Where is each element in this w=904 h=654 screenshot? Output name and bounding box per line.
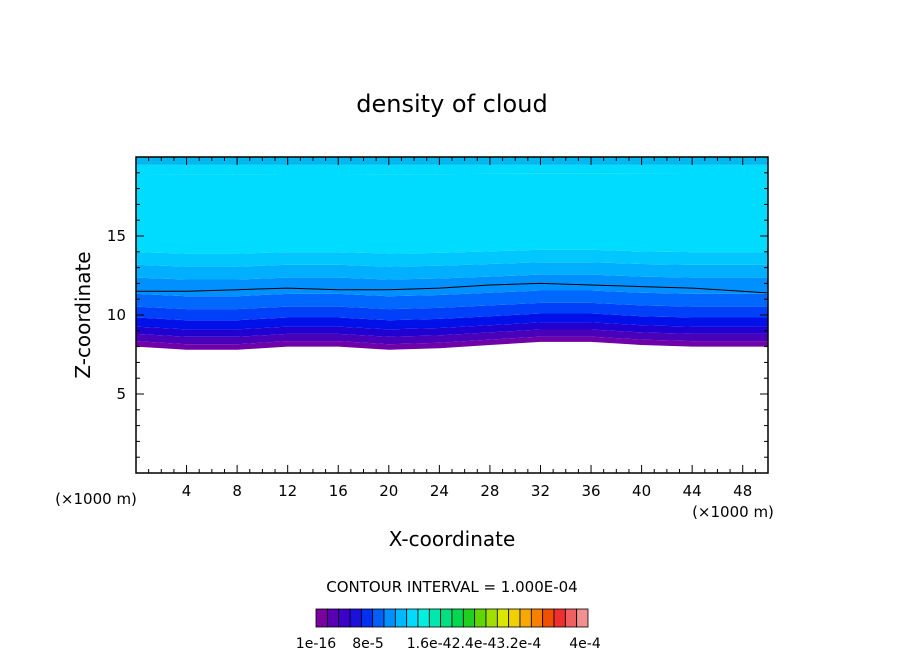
x-tick-label: 12	[278, 482, 297, 500]
colorbar-swatch	[349, 608, 362, 628]
y-tick-label: 15	[107, 227, 126, 245]
colorbar-swatch	[315, 608, 328, 628]
x-tick-label: 32	[531, 482, 550, 500]
colorbar-swatch	[542, 608, 555, 628]
colorbar-swatch	[383, 608, 396, 628]
contour-fill-bands	[136, 157, 768, 350]
colorbar-label: 1e-16	[296, 636, 336, 652]
colorbar-swatch	[440, 608, 453, 628]
contour-band	[136, 313, 768, 330]
colorbar-swatch	[474, 608, 487, 628]
colorbar-swatch	[485, 608, 498, 628]
x-tick-label: 8	[232, 482, 242, 500]
colorbar-swatch	[530, 608, 544, 628]
contour-band	[136, 249, 768, 267]
contour-band	[136, 164, 768, 175]
colorbar-swatch	[372, 608, 385, 628]
contour-band	[136, 274, 768, 297]
colorbar-swatch	[496, 608, 510, 628]
y-tick-label: 10	[107, 306, 126, 324]
colorbar-swatch	[451, 608, 464, 628]
x-unit-right: (×1000 m)	[692, 503, 774, 521]
colorbar-swatch	[406, 608, 419, 628]
contour-interval-text: CONTOUR INTERVAL = 1.000E-04	[326, 578, 577, 596]
y-tick-label: 5	[116, 385, 126, 403]
contour-band	[136, 262, 768, 280]
colorbar-swatch	[553, 608, 566, 628]
colorbar-swatch	[462, 608, 476, 628]
contour-band	[136, 290, 768, 310]
x-tick-label: 20	[379, 482, 398, 500]
colorbar-swatch	[326, 608, 340, 628]
colorbar	[315, 608, 589, 628]
colorbar-labels: 1e-16 8e-5 1.6e-42.4e-43.2e-4 4e-4	[296, 636, 601, 652]
x-axis-label: X-coordinate	[389, 527, 516, 551]
x-tick-label: 36	[581, 482, 600, 500]
contour-band	[136, 329, 768, 345]
contour-line	[136, 282, 769, 294]
colorbar-swatch	[519, 608, 532, 628]
x-unit-left: (×1000 m)	[55, 490, 137, 508]
colorbar-swatch	[508, 608, 521, 628]
contour-band	[136, 302, 768, 321]
colorbar-swatch	[428, 608, 442, 628]
x-axis-ticks: 4 8 12 16 20 24 28 32 36 40 44 48	[148, 157, 756, 500]
x-tick-label: 16	[329, 482, 348, 500]
colorbar-swatch	[338, 608, 351, 628]
contour-band	[136, 322, 768, 337]
contour-band	[136, 336, 768, 350]
colorbar-swatch	[576, 608, 589, 628]
colorbar-label: 4e-4	[569, 636, 601, 652]
x-tick-label: 44	[683, 482, 702, 500]
colorbar-label: 8e-5	[352, 636, 383, 652]
x-tick-label: 28	[480, 482, 499, 500]
x-tick-label: 4	[182, 482, 192, 500]
colorbar-swatch	[417, 608, 430, 628]
contour-band	[136, 173, 768, 254]
colorbar-swatch	[564, 608, 578, 628]
x-tick-label: 24	[430, 482, 449, 500]
colorbar-swatch	[360, 608, 374, 628]
x-tick-label: 48	[733, 482, 752, 500]
x-tick-label: 40	[632, 482, 651, 500]
y-axis-label: Z-coordinate	[71, 251, 95, 378]
y-axis-ticks: 5 10 15	[107, 172, 768, 458]
colorbar-label: 1.6e-42.4e-43.2e-4	[407, 636, 542, 652]
chart-title: density of cloud	[356, 90, 547, 118]
colorbar-swatch	[394, 608, 408, 628]
